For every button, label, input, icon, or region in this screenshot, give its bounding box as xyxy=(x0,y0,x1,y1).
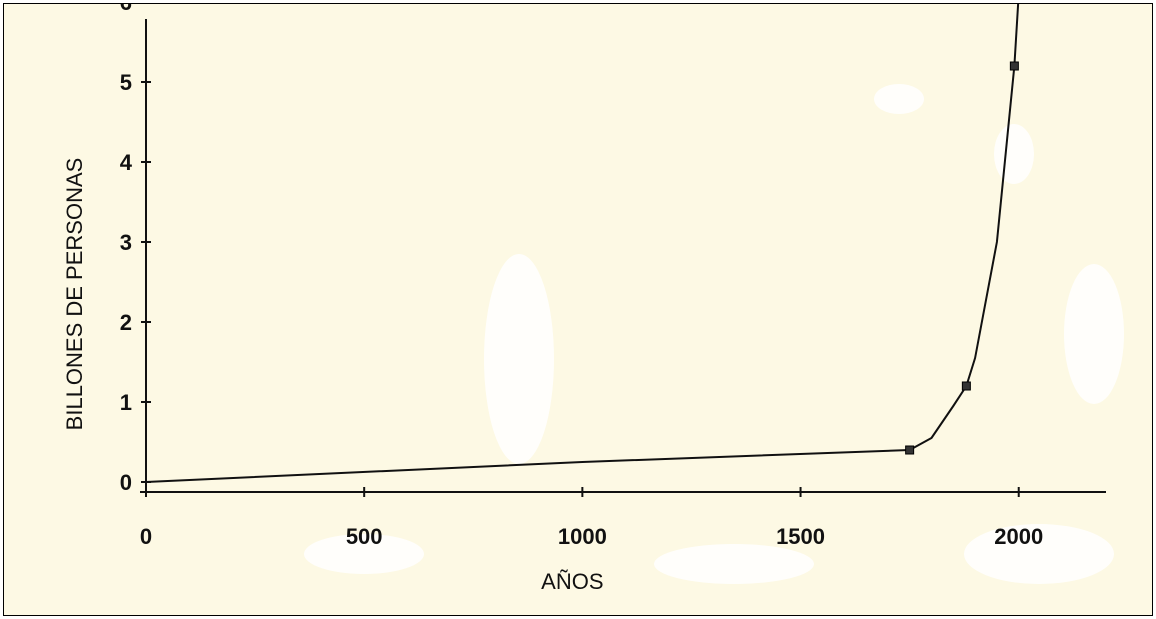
y-tick-label: 1 xyxy=(120,390,132,415)
y-tick-label: 2 xyxy=(120,310,132,335)
y-tick-label: 3 xyxy=(120,230,132,255)
y-tick-label: 0 xyxy=(120,470,132,495)
x-tick-label: 2000 xyxy=(994,524,1043,549)
paper-blemish xyxy=(1064,264,1124,404)
data-point-marker xyxy=(905,445,915,455)
data-point-marker xyxy=(961,381,971,391)
y-tick-label: 5 xyxy=(120,70,132,95)
y-tick-label: 6 xyxy=(120,4,132,15)
paper-blemish xyxy=(304,534,424,574)
paper-blemish xyxy=(964,524,1114,584)
y-tick-label: 4 xyxy=(120,150,133,175)
paper-blemish xyxy=(654,544,814,584)
x-tick-label: 1000 xyxy=(558,524,607,549)
x-tick-label: 0 xyxy=(140,524,152,549)
paper-blemish xyxy=(484,254,554,464)
x-tick-label: 500 xyxy=(346,524,383,549)
data-point-marker xyxy=(1009,61,1019,71)
paper-blemish xyxy=(874,84,924,114)
figure-frame: 0 500 1000 1500 2000 0 1 2 3 4 5 6 AÑOS BILLONES DE P… xyxy=(3,3,1153,616)
paper-blemish xyxy=(994,124,1034,184)
series-line xyxy=(145,4,1020,483)
y-axis-title: BILLONES DE PERSONAS xyxy=(62,158,87,431)
population-chart: 0 500 1000 1500 2000 0 1 2 3 4 5 6 AÑOS BILLONES DE P… xyxy=(62,4,1106,594)
x-tick-label: 1500 xyxy=(776,524,825,549)
x-axis-title: AÑOS xyxy=(541,569,603,594)
